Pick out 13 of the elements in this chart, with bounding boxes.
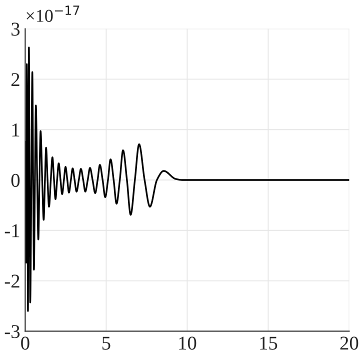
y-tick-label: -2 <box>4 274 20 288</box>
y-tick-label: 2 <box>11 73 20 86</box>
x-tick-label: 15 <box>260 336 278 350</box>
y-tick-label: -3 <box>4 325 20 338</box>
x-tick-label: 5 <box>102 336 110 350</box>
x-tick-label: 10 <box>179 336 196 350</box>
y-tick-label: -1 <box>4 224 20 238</box>
text: ×10$^{−17}$ <box>26 6 80 22</box>
y-tick-label: 3 <box>12 22 20 36</box>
x-tick-label: 0 <box>21 336 30 350</box>
y-tick-label: 1 <box>12 124 20 136</box>
y-tick-label: 0 <box>11 174 20 187</box>
x-tick-label: 20 <box>340 336 358 350</box>
